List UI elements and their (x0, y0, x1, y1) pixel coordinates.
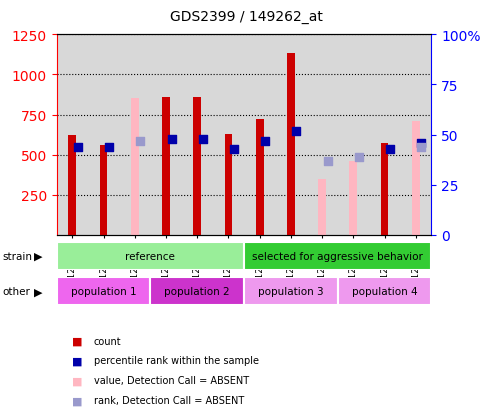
Text: count: count (94, 336, 121, 346)
Bar (150, 35, 181, 235)
Text: GDS2399 / 149262_at: GDS2399 / 149262_at (170, 10, 323, 24)
Point (261, 138, 269, 145)
Text: ▶: ▶ (34, 287, 42, 297)
Text: ■: ■ (71, 336, 82, 346)
Bar (57, 35, 88, 235)
Text: reference: reference (125, 252, 176, 261)
Bar (412, 122, 420, 235)
Point (137, 138, 144, 145)
Bar (162, 97, 170, 235)
Text: value, Detection Call = ABSENT: value, Detection Call = ABSENT (94, 375, 249, 385)
Bar (381, 144, 388, 235)
Bar (181, 35, 213, 235)
Bar (400, 35, 431, 235)
Point (74, 144, 82, 151)
Bar (244, 35, 275, 235)
Point (105, 144, 113, 151)
Text: strain: strain (2, 252, 33, 261)
Bar (131, 98, 139, 235)
Point (355, 154, 363, 161)
Point (199, 136, 207, 142)
Bar (369, 35, 400, 235)
Bar (100, 146, 107, 235)
Bar (350, 162, 357, 235)
Point (418, 140, 425, 147)
Point (230, 146, 238, 152)
Text: other: other (2, 287, 31, 297)
Text: ■: ■ (71, 356, 82, 366)
Text: ▶: ▶ (34, 252, 42, 261)
Text: population 4: population 4 (352, 287, 418, 297)
Bar (244, 278, 338, 306)
Text: ■: ■ (71, 395, 82, 405)
Text: selected for aggressive behavior: selected for aggressive behavior (252, 252, 423, 261)
Bar (338, 278, 431, 306)
Bar (287, 55, 295, 235)
Point (168, 136, 176, 142)
Bar (193, 97, 201, 235)
Bar (88, 35, 119, 235)
Bar (244, 242, 431, 271)
Text: population 3: population 3 (258, 287, 324, 297)
Bar (318, 179, 326, 235)
Bar (338, 35, 369, 235)
Bar (150, 278, 244, 306)
Bar (213, 35, 244, 235)
Point (386, 146, 394, 152)
Point (324, 158, 332, 165)
Bar (224, 135, 232, 235)
Text: population 1: population 1 (70, 287, 137, 297)
Bar (57, 278, 150, 306)
Text: rank, Detection Call = ABSENT: rank, Detection Call = ABSENT (94, 395, 244, 405)
Text: population 2: population 2 (164, 287, 230, 297)
Text: percentile rank within the sample: percentile rank within the sample (94, 356, 259, 366)
Point (418, 144, 425, 151)
Text: ■: ■ (71, 375, 82, 385)
Bar (256, 120, 264, 235)
Bar (57, 242, 244, 271)
Bar (307, 35, 338, 235)
Bar (119, 35, 150, 235)
Bar (69, 136, 76, 235)
Bar (275, 35, 307, 235)
Point (292, 128, 300, 135)
